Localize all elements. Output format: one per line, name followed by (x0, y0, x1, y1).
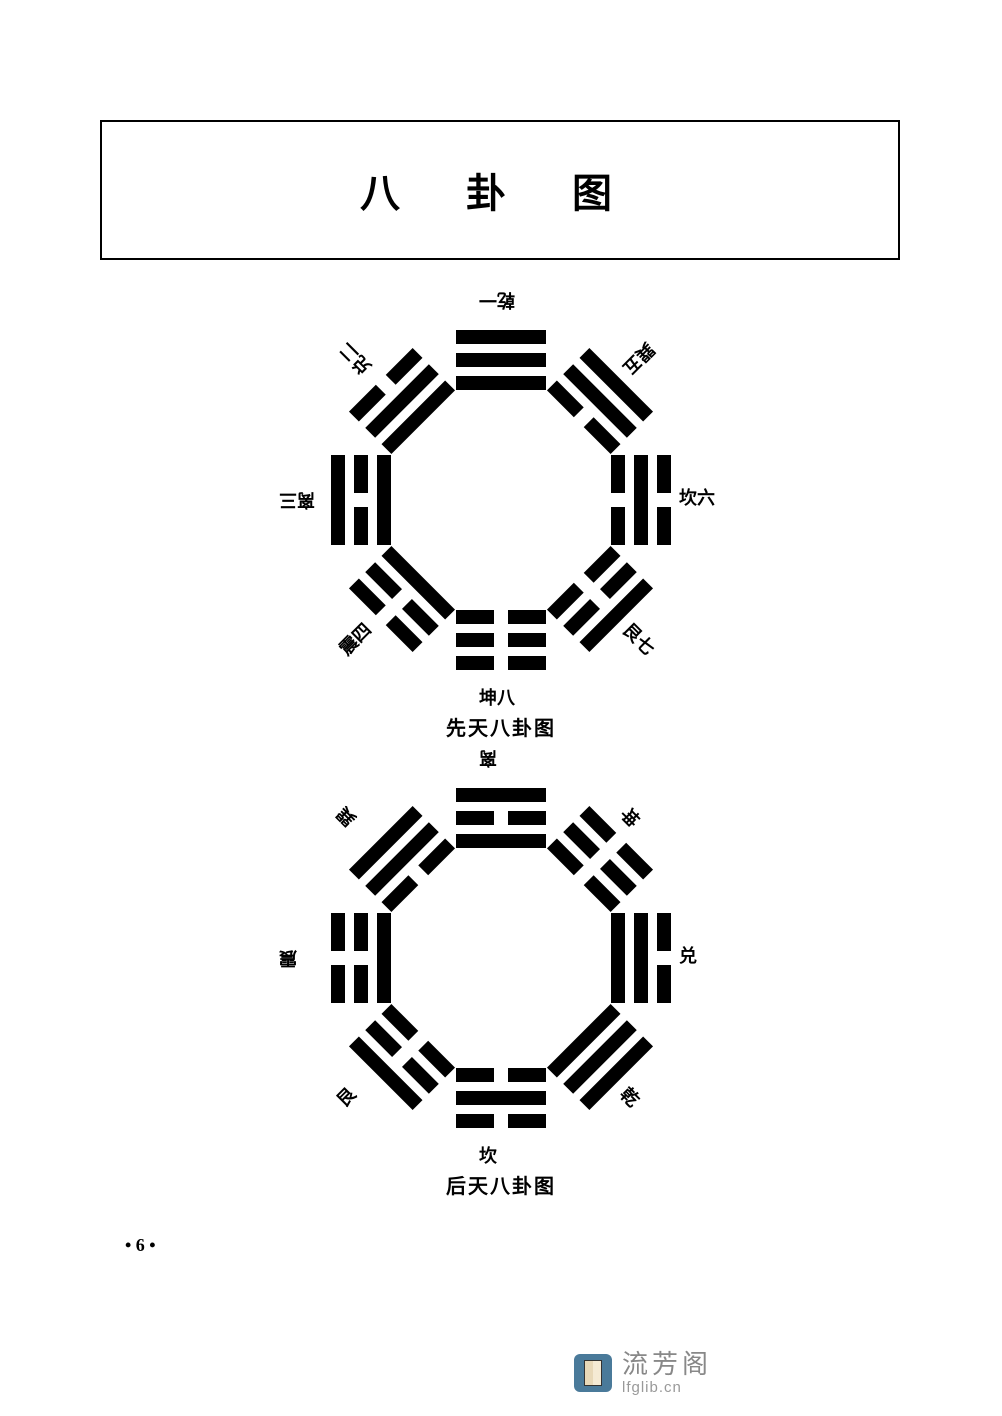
watermark-text: 流芳阁 lfglib.cn (622, 1351, 712, 1396)
trigram-label: 离 (479, 747, 497, 767)
watermark-book-icon (574, 1354, 612, 1392)
trigram-label: 坤八 (479, 689, 515, 709)
watermark-name: 流芳阁 (622, 1351, 712, 1380)
trigram-label: 震四 (336, 621, 375, 660)
caption-xiantian: 先天八卦图 (446, 712, 556, 741)
trigram (456, 788, 546, 848)
trigram-label: 坤 (616, 802, 643, 829)
trigram-label: 乾 (616, 1085, 643, 1112)
title-box: 八 卦 图 (100, 120, 900, 260)
trigram-label: 坎六 (679, 489, 715, 509)
caption-houtian: 后天八卦图 (446, 1170, 556, 1199)
trigram-label: 震 (279, 947, 297, 967)
trigram (331, 913, 391, 1003)
page-title: 八 卦 图 (360, 161, 640, 219)
trigram (349, 1004, 455, 1110)
trigram-label: 兑二 (336, 338, 375, 377)
trigram-label: 巽 (333, 802, 360, 829)
trigram (456, 610, 546, 670)
trigram-label: 离三 (279, 489, 315, 509)
trigram (331, 455, 391, 545)
watermark: 流芳阁 lfglib.cn (574, 1351, 712, 1396)
trigram (349, 806, 455, 912)
trigram-label: 兑 (679, 947, 697, 967)
trigram-label: 乾一 (479, 289, 515, 309)
trigram-label: 艮 (333, 1085, 360, 1112)
trigram-label: 坎 (479, 1147, 497, 1167)
page-number: • 6 • (125, 1235, 156, 1256)
trigram (611, 913, 671, 1003)
trigram-label: 巽五 (619, 338, 658, 377)
watermark-url: lfglib.cn (622, 1380, 712, 1397)
diagram-houtian: 离坤兑乾坎艮震巽 (291, 748, 711, 1168)
trigram (456, 1068, 546, 1128)
diagram-xiantian: 乾一巽五坎六艮七坤八震四离三兑二 (291, 290, 711, 710)
trigram (611, 455, 671, 545)
trigram-label: 艮七 (619, 621, 658, 660)
trigram (456, 330, 546, 390)
